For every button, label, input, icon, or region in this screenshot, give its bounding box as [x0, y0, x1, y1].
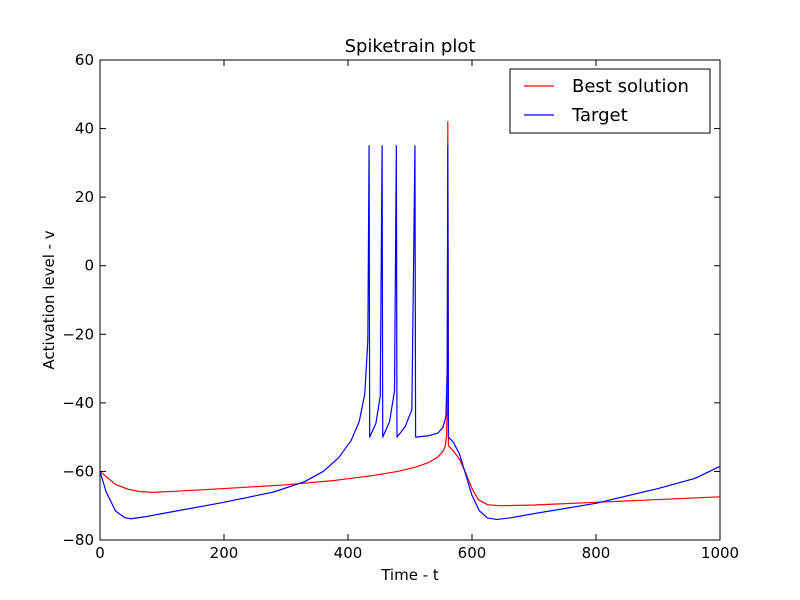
- y-tick-label: −60: [62, 462, 94, 480]
- legend-label-best-solution: Best solution: [572, 76, 689, 97]
- y-axis-label: Activation level - v: [40, 230, 58, 369]
- x-axis-label: Time - t: [380, 566, 439, 584]
- y-tick-label: −40: [62, 394, 94, 412]
- plot-area: [99, 59, 721, 541]
- series-line-target: [99, 145, 721, 521]
- y-tick-label: 60: [75, 51, 94, 69]
- y-tick-label: 40: [75, 120, 94, 138]
- plot-frame: [99, 59, 721, 541]
- y-tick-label: −20: [62, 325, 94, 343]
- y-tick-label: −80: [62, 531, 94, 549]
- legend: Best solution Target: [509, 68, 711, 134]
- y-tick-label: 20: [75, 188, 94, 206]
- x-tick-label: 600: [458, 544, 487, 562]
- series-layer: [99, 121, 721, 521]
- tick-layer: 0 200 400 600 800 1000 −80 −60 −40 −20 0 20 40 60: [62, 51, 739, 562]
- x-tick-label: 0: [95, 544, 105, 562]
- series-line-best-solution: [99, 121, 721, 507]
- y-tick-label: 0: [84, 257, 94, 275]
- x-tick-label: 200: [210, 544, 239, 562]
- legend-frame: [509, 68, 711, 134]
- x-tick-label: 1000: [701, 544, 739, 562]
- chart-title: Spiketrain plot: [345, 36, 476, 57]
- x-tick-label: 800: [582, 544, 611, 562]
- x-tick-label: 400: [334, 544, 363, 562]
- legend-label-target: Target: [571, 105, 628, 126]
